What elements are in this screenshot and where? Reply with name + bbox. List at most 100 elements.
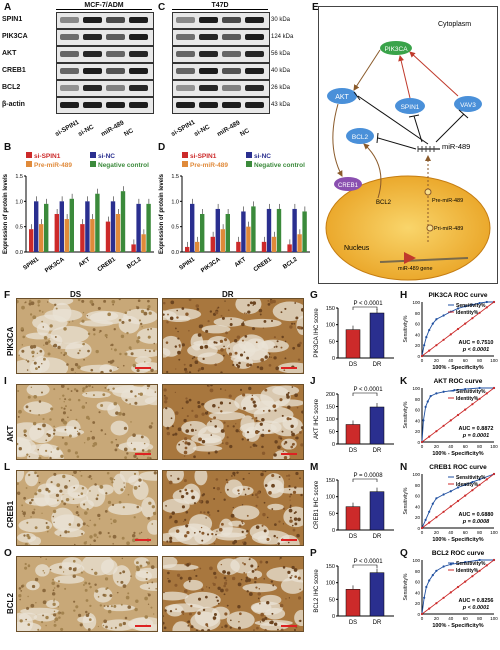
blot-row-label: AKT [2,50,17,57]
cell-nucleus [98,531,102,535]
cell-nucleus [87,332,91,336]
cell-nucleus [106,471,110,475]
blot-band [83,34,102,40]
roc-point [464,494,467,497]
cell-nucleus [163,621,165,625]
cell-nucleus [33,394,38,399]
cell-nucleus [226,571,231,575]
cell-nucleus [52,578,55,581]
cell-nucleus [88,385,92,388]
stroma-patch [65,341,92,359]
bar [146,203,151,252]
cell-nucleus [95,497,99,501]
blot-band [245,85,264,91]
cell-nucleus [281,430,284,433]
cell-nucleus [169,539,173,544]
cell-nucleus [266,516,269,519]
blot-band [245,51,264,57]
cell-nucleus [92,421,96,424]
panel-label-o: O [4,548,12,559]
cell-nucleus [284,440,288,444]
cell-nucleus [242,541,245,544]
blot-kda-label: 124 kDa [271,34,294,40]
cell-nucleus [40,391,43,394]
cell-nucleus [52,344,56,348]
cell-nucleus [199,511,202,514]
cell-nucleus [247,303,250,307]
cell-nucleus [291,575,293,577]
panel-label-e: E [312,2,319,13]
cell-nucleus [282,523,285,525]
cell-nucleus [93,533,97,537]
cell-nucleus [109,369,112,373]
cell-nucleus [225,579,228,582]
roc-point [423,596,426,599]
cell-nucleus [138,532,141,535]
cell-nucleus [118,411,122,416]
cell-nucleus [103,619,108,624]
blot-row [56,63,154,80]
cell-nucleus [112,387,115,390]
cell-nucleus [181,307,185,310]
cell-nucleus [23,515,26,517]
cell-nucleus [242,522,244,524]
roc-point [485,478,488,481]
cell-nucleus [253,629,255,631]
scale-bar [135,367,151,369]
cell-nucleus [137,336,141,340]
cell-nucleus [123,426,128,430]
cell-nucleus [24,542,28,545]
cell-nucleus [27,564,31,568]
cell-nucleus [188,398,192,402]
cell-nucleus [118,318,122,322]
cell-nucleus [252,301,257,305]
cell-nucleus [184,437,188,441]
stroma-patch [147,519,157,535]
cell-nucleus [68,523,72,526]
cell-nucleus [130,442,133,444]
cell-nucleus [56,483,61,488]
scale-bar [135,625,151,627]
roc-point [456,585,460,589]
cell-nucleus [22,335,26,339]
cell-nucleus [196,307,200,311]
blot-band [222,51,241,57]
cell-nucleus [217,602,220,605]
stroma-patch [135,567,157,579]
scale-bar [135,539,151,541]
cell-nucleus [38,400,42,403]
roc-point [478,558,481,562]
cell-nucleus [186,621,189,623]
cell-nucleus [153,342,156,345]
cell-nucleus [289,506,292,509]
p-value-label: P < 0.0001 [353,559,383,565]
cell-nucleus [146,456,150,459]
roc-point [442,314,445,317]
cell-nucleus [85,610,88,614]
legend-label: Identity% [456,482,479,488]
cell-nucleus [126,541,130,545]
cell-nucleus [40,557,42,559]
y-tick-label: 100 [412,472,420,477]
cell-nucleus [26,606,30,610]
cell-nucleus [110,344,112,346]
cell-nucleus [134,607,138,612]
cell-nucleus [110,518,112,521]
cell-nucleus [237,489,240,492]
x-tick-label: 60 [463,530,469,535]
blot-row-label: BCL2 [2,84,21,91]
cell-nucleus [123,482,125,484]
cell-nucleus [104,433,107,435]
cell-nucleus [208,587,211,589]
cell-nucleus [171,511,175,515]
cell-nucleus [274,409,277,412]
roc-point [471,317,474,320]
x-tick-label: 40 [448,358,454,363]
cell-nucleus [45,449,48,452]
cell-nucleus [139,392,143,396]
cell-nucleus [150,606,153,609]
panel-label-d: D [158,142,166,153]
cell-nucleus [80,571,83,574]
scale-bar [281,539,297,541]
